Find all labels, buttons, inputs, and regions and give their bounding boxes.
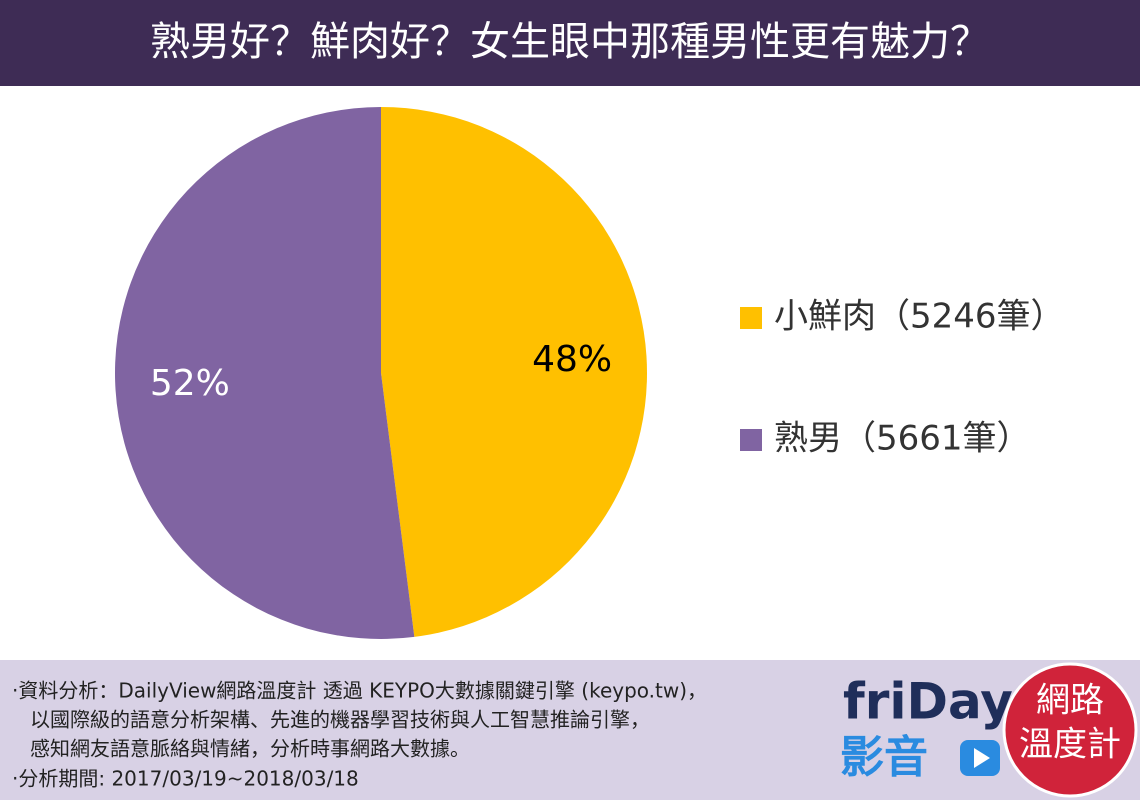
chart-title: 熟男好？鮮肉好？女生眼中那種男性更有魅力？ <box>150 19 990 65</box>
brand-logo: friDay <box>843 673 1013 731</box>
data-label: 48% <box>532 339 612 380</box>
brand-sub: 影音 <box>840 732 928 783</box>
header-bar <box>0 0 1140 86</box>
play-triangle <box>974 748 990 768</box>
pie-slice <box>115 107 415 639</box>
footer-line: ‧資料分析：DailyView網路溫度計 透過 KEYPO大數據關鍵引擎 (ke… <box>12 679 707 703</box>
badge-text: 溫度計 <box>1019 725 1121 765</box>
footer-band <box>0 660 1140 800</box>
legend-swatch <box>740 429 762 451</box>
legend-label: 熟男（5661筆） <box>774 419 1031 459</box>
footer-line: ‧分析期間: 2017/03/19~2018/03/18 <box>12 767 359 791</box>
footer-line: 以國際級的語意分析架構、先進的機器學習技術與人工智慧推論引擎， <box>30 708 650 732</box>
pie-slice <box>381 107 648 637</box>
legend-swatch <box>740 307 762 329</box>
badge-text: 網路 <box>1036 681 1104 721</box>
footer-line: 感知網友語意脈絡與情緒，分析時事網路大數據。 <box>30 737 470 761</box>
data-label: 52% <box>150 363 230 404</box>
legend-label: 小鮮肉（5246筆） <box>774 297 1065 337</box>
legend: 小鮮肉（5246筆） 熟男（5661筆） <box>740 297 1065 459</box>
pie: 48% 52% <box>115 107 648 639</box>
badge <box>1002 662 1138 798</box>
